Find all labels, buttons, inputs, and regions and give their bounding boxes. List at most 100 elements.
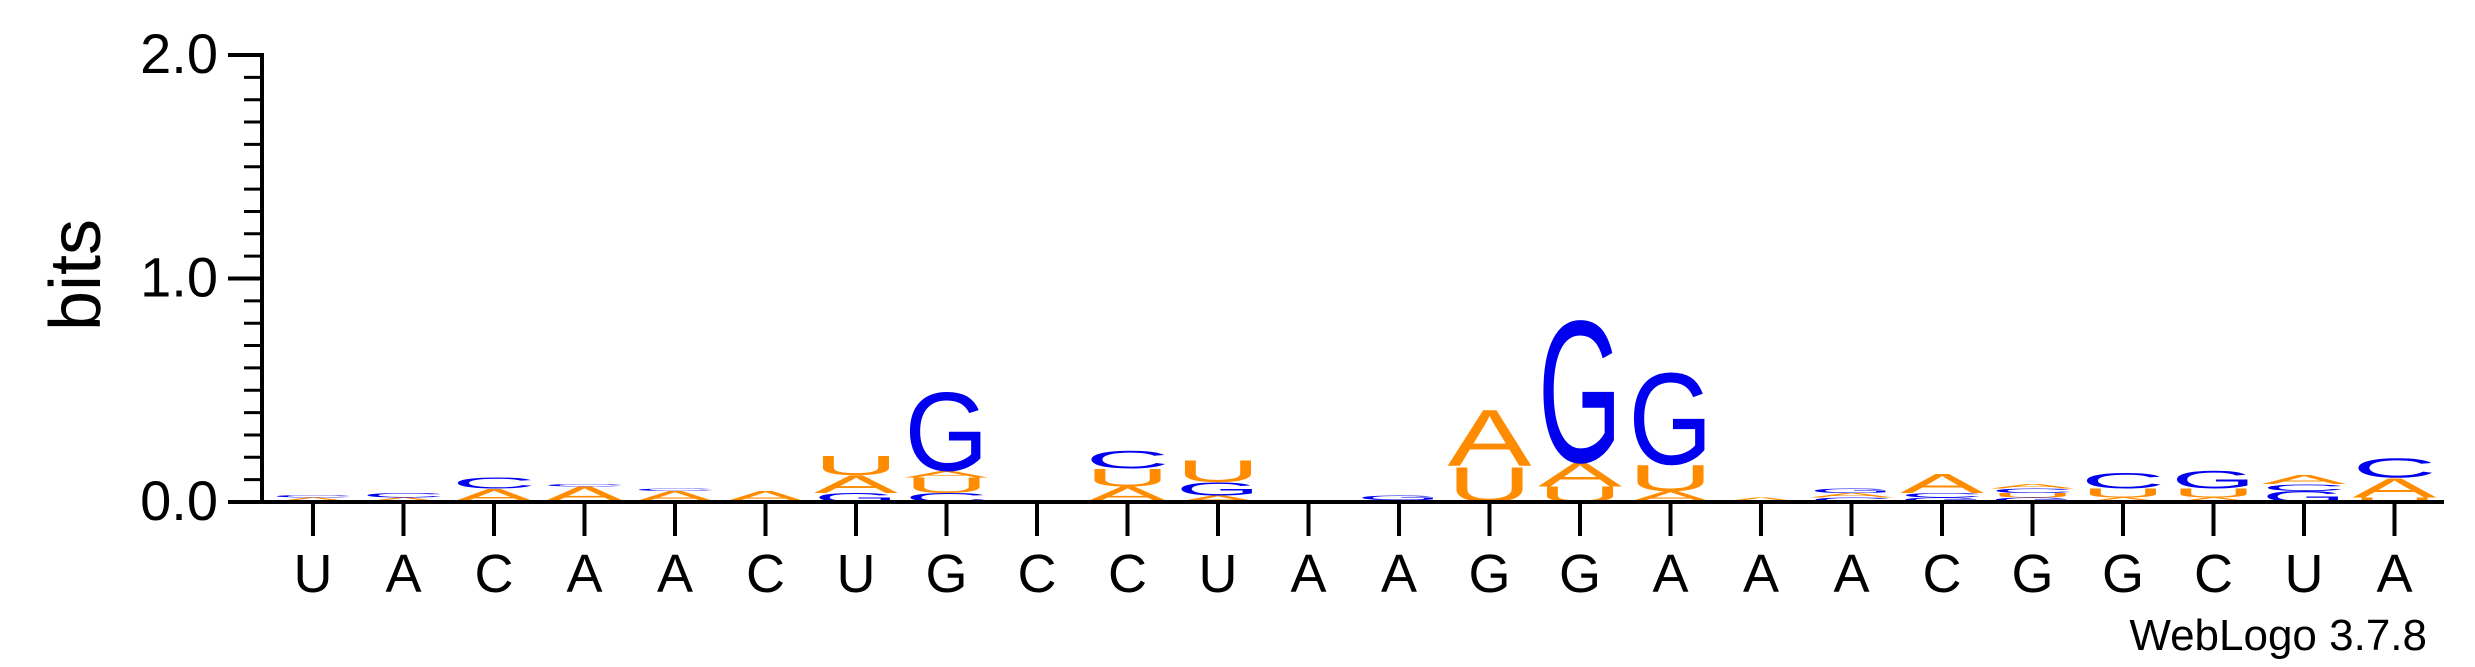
logo-letter-g: G	[2172, 466, 2256, 494]
y-tick-label: 2.0	[140, 22, 218, 85]
logo-letter-u: U	[2171, 486, 2255, 500]
x-tick-label: C	[1923, 544, 1962, 604]
logo-letter-c: C	[361, 492, 445, 499]
logo-letter-u: U	[814, 450, 898, 482]
svg-text:A: A	[904, 469, 989, 479]
x-tick-label: A	[1833, 544, 1869, 604]
svg-text:U: U	[1085, 464, 1169, 492]
logo-letter-c: C	[1085, 446, 1169, 474]
axes: 0.01.02.0U A C A A C U G C C U A A G G A A A C G G C U A	[140, 22, 2444, 604]
x-tick-label: A	[657, 544, 693, 604]
logo-letter-a: A	[362, 496, 447, 503]
svg-text:C: C	[2262, 482, 2346, 492]
x-tick-label: C	[475, 544, 514, 604]
svg-text:G: G	[905, 370, 989, 495]
y-tick-label: 1.0	[140, 246, 218, 309]
svg-text:A: A	[2081, 496, 2166, 503]
x-tick-label: U	[1199, 544, 1238, 604]
weblogo-credit: WebLogo 3.7.8	[2129, 611, 2427, 660]
logo-letter-u: U	[2352, 496, 2436, 503]
x-tick-label: A	[1743, 544, 1779, 604]
svg-text:A: A	[1810, 492, 1895, 499]
logo-letter-a: A	[1810, 492, 1895, 499]
svg-text:A: A	[1900, 468, 1984, 499]
logo-letter-a: A	[1991, 483, 2076, 490]
logo-letter-a: A	[814, 471, 899, 499]
letter-stacks: ACACACACACAGAUCUAGAUCAGUCGUAUAGAUGACAGGC…	[271, 279, 2437, 512]
svg-text:C: C	[1085, 446, 1169, 474]
x-tick-label: A	[1290, 544, 1326, 604]
svg-text:C: C	[633, 488, 717, 491]
svg-text:C: C	[2081, 469, 2165, 494]
logo-letter-c: C	[542, 484, 626, 487]
x-tick-label: C	[1018, 544, 1057, 604]
svg-text:C: C	[452, 474, 536, 491]
svg-text:G: G	[2172, 466, 2256, 494]
x-tick-label: U	[2285, 544, 2324, 604]
logo-letter-a: A	[1176, 494, 1261, 504]
logo-letter-a: A	[271, 496, 356, 503]
x-tick-label: G	[925, 544, 967, 604]
svg-text:G: G	[1357, 494, 1441, 501]
svg-text:C: C	[1990, 487, 2074, 494]
svg-text:A: A	[2353, 472, 2437, 503]
logo-letter-u: U	[1085, 464, 1169, 492]
logo-letter-c: C	[2081, 469, 2165, 494]
logo-letter-c: C	[1809, 496, 1893, 503]
svg-text:A: A	[1447, 393, 1531, 483]
svg-text:C: C	[542, 484, 626, 487]
x-tick-label: U	[837, 544, 876, 604]
svg-text:G: G	[1176, 479, 1260, 500]
x-tick-label: G	[1468, 544, 1510, 604]
x-tick-label: G	[2102, 544, 2144, 604]
logo-letter-c: C	[1990, 487, 2074, 494]
logo-letter-c: C	[633, 488, 717, 491]
x-tick-label: A	[566, 544, 602, 604]
svg-text:A: A	[814, 471, 899, 499]
svg-text:U: U	[1628, 457, 1712, 499]
svg-text:A: A	[1719, 496, 1804, 503]
svg-text:C: C	[361, 492, 445, 499]
logo-letter-a: A	[2262, 473, 2346, 487]
x-tick-label: C	[1108, 544, 1147, 604]
svg-text:A: A	[362, 496, 447, 503]
svg-text:C: C	[1809, 496, 1893, 503]
svg-text:U: U	[1990, 492, 2074, 499]
x-tick-label: A	[2376, 544, 2412, 604]
x-tick-label: A	[1381, 544, 1417, 604]
logo-letter-a: A	[1447, 393, 1531, 483]
logo-letter-c: C	[2262, 482, 2346, 492]
svg-text:C: C	[271, 495, 355, 498]
logo-letter-a: A	[904, 469, 989, 479]
logo-letter-a: A	[2081, 496, 2166, 503]
x-tick-label: C	[746, 544, 785, 604]
logo-letter-a: A	[1900, 468, 1984, 499]
svg-text:G: G	[1538, 279, 1622, 505]
logo-letter-c: C	[2352, 452, 2436, 484]
x-tick-label: G	[1559, 544, 1601, 604]
svg-text:G: G	[1629, 346, 1713, 492]
logo-letter-g: G	[1810, 488, 1894, 495]
logo-letter-a: A	[2172, 496, 2257, 503]
logo-letter-a: A	[2353, 472, 2437, 503]
logo-letter-u: U	[2081, 486, 2165, 500]
svg-text:G: G	[1991, 496, 2075, 503]
svg-text:C: C	[2352, 452, 2436, 484]
svg-text:U: U	[904, 473, 988, 498]
logo-letter-u: U	[1990, 492, 2074, 499]
x-tick-label: G	[2011, 544, 2053, 604]
logo-letter-g: G	[1357, 494, 1441, 501]
logo-letter-u: U	[904, 473, 988, 498]
svg-text:A: A	[1991, 483, 2076, 490]
svg-text:G: G	[1900, 496, 1984, 503]
logo-letter-g: G	[1991, 496, 2075, 503]
x-tick-label: U	[294, 544, 333, 604]
logo-letter-u: U	[1628, 457, 1712, 499]
logo-letter-u: U	[1176, 454, 1260, 489]
svg-text:U: U	[1176, 454, 1260, 489]
svg-text:A: A	[271, 496, 356, 503]
x-tick-label: C	[2194, 544, 2233, 604]
x-tick-label: A	[1652, 544, 1688, 604]
y-tick-label: 0.0	[140, 469, 218, 532]
svg-text:C: C	[1900, 492, 1984, 499]
